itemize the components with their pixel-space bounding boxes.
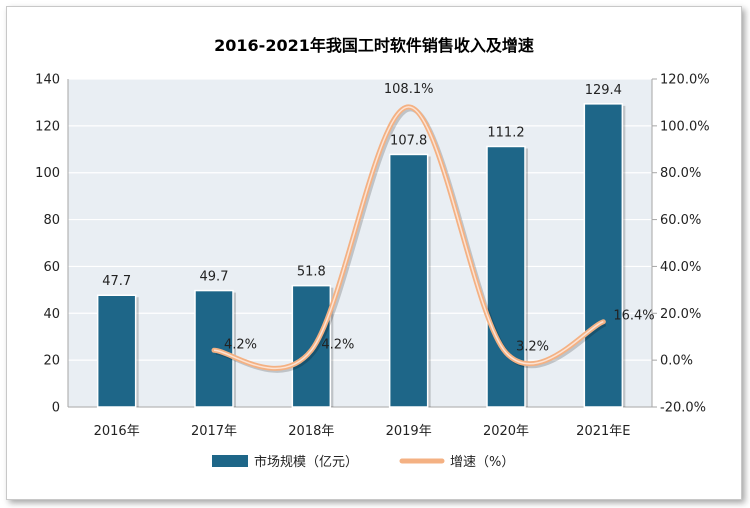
right-axis-tick: -20.0% (660, 401, 706, 416)
right-axis-tick: 100.0% (660, 119, 710, 134)
bar (96, 294, 137, 408)
x-axis-tick: 2017年 (191, 424, 237, 439)
legend-bar-swatch (212, 455, 248, 467)
right-axis-tick: 60.0% (660, 213, 701, 228)
x-axis-tick: 2021年E (576, 424, 630, 439)
x-axis-tick: 2018年 (288, 424, 334, 439)
x-axis-ticks: 2016年 2017年 2018年 2019年 2020年 2021年E (94, 424, 631, 439)
left-axis-tick: 40 (43, 307, 60, 322)
line-value-label: 16.4% (613, 309, 654, 324)
left-axis-tick: 80 (43, 213, 60, 228)
right-axis-tick: 20.0% (660, 307, 701, 322)
chart-title: 2016-2021年我国工时软件销售收入及增速 (214, 36, 534, 55)
legend: 市场规模（亿元） 增速（%） (212, 454, 514, 470)
line-value-label: 3.2% (516, 340, 549, 355)
bar-value-label: 49.7 (200, 270, 229, 285)
line-value-label: 4.2% (321, 337, 354, 352)
left-axis-tick: 140 (35, 73, 60, 88)
chart-frame: 2016-2021年我国工时软件销售收入及增速 0 20 40 60 80 100 120 1… (6, 6, 742, 500)
bar-value-label: 129.4 (585, 83, 622, 98)
bar (583, 103, 624, 408)
right-axis-tick: 40.0% (660, 260, 701, 275)
bar-value-label: 47.7 (102, 274, 131, 289)
line-value-label: 108.1% (384, 82, 434, 97)
bar-value-label: 111.2 (487, 125, 524, 140)
chart: 2016-2021年我国工时软件销售收入及增速 0 20 40 60 80 100 120 1… (35, 36, 710, 470)
line-series (211, 104, 607, 373)
bar-value-label: 107.8 (390, 133, 427, 148)
right-axis-ticks: -20.0% 0.0% 20.0% 40.0% 60.0% 80.0% 100.0% 120.… (652, 73, 710, 416)
bar-series (96, 103, 626, 408)
bar (388, 153, 429, 408)
legend-line-label: 增速（%） (450, 455, 514, 470)
left-axis-tick: 0 (52, 401, 60, 416)
x-axis-tick: 2016年 (94, 424, 140, 439)
x-axis-tick: 2019年 (386, 424, 432, 439)
left-axis-tick: 20 (43, 354, 60, 369)
left-axis-tick: 100 (35, 166, 60, 181)
legend-bar-label: 市场规模（亿元） (254, 454, 358, 470)
plot-area (68, 79, 652, 407)
data-labels: 47.7 49.7 51.8 107.8 111.2 129.4 4.2% 4.2% 108.1… (102, 82, 654, 355)
bar-value-label: 51.8 (297, 265, 326, 280)
line-value-label: 4.2% (224, 337, 257, 352)
growth-line-highlight (213, 106, 604, 370)
left-axis-ticks: 0 20 40 60 80 100 120 140 (35, 73, 60, 416)
right-axis-tick: 120.0% (660, 73, 710, 88)
bar (486, 145, 526, 408)
x-axis-tick: 2020年 (483, 424, 529, 439)
right-axis-tick: 80.0% (660, 166, 701, 181)
left-axis-tick: 60 (43, 260, 60, 275)
right-axis-tick: 0.0% (660, 354, 693, 369)
left-axis-tick: 120 (35, 119, 60, 134)
